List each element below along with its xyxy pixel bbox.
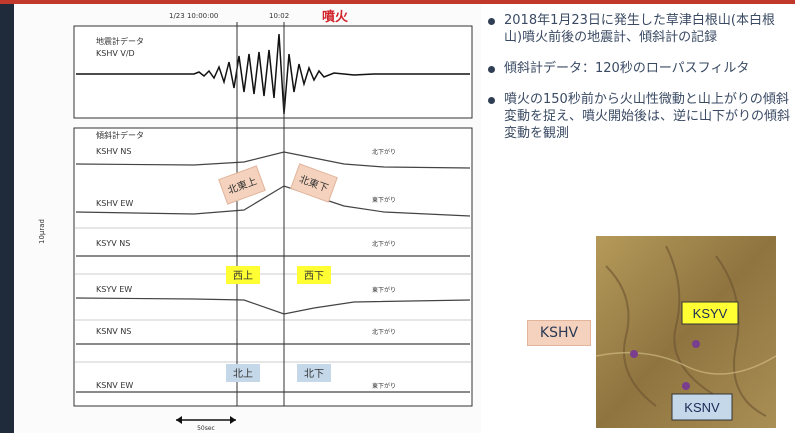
map-label-ksyv: KSYV — [693, 306, 728, 321]
seismo-title: 地震計データ — [96, 36, 144, 46]
trace-label-3: KSYV NS — [96, 239, 130, 248]
tilt-panel — [73, 127, 473, 407]
terrain-map-svg: KSYV KSNV — [595, 236, 777, 428]
tag-box-w-down — [297, 266, 331, 284]
y-unit-label: 10μrad — [38, 219, 46, 244]
tag-w-up: 西上 — [233, 270, 253, 282]
bullet-icon — [488, 97, 495, 104]
tag-n-down: 北下 — [304, 368, 324, 380]
tilt-trace-1 — [75, 151, 471, 169]
station-marker-ksnv — [682, 382, 690, 390]
trace-label-6: KSNV EW — [96, 381, 133, 390]
trace-label-2: KSHV EW — [96, 199, 133, 208]
seismic-tilt-figure: 1/23 10:00:00 10:02 噴火 地震計データ KSHV V/D 傾… — [14, 4, 481, 433]
trace-label-5: KSNV NS — [96, 327, 131, 336]
scale-arrow-left-icon — [176, 416, 182, 424]
map-label-box-ksyv — [681, 301, 739, 325]
left-band — [0, 4, 14, 433]
seismo-panel — [73, 25, 473, 119]
time-right-label: 10:02 — [269, 12, 289, 20]
trace-note-2: 東下がり — [372, 196, 396, 204]
trace-label-1: KSHV NS — [96, 147, 131, 156]
seismo-station: KSHV V/D — [96, 49, 135, 58]
station-marker-ksyv — [692, 340, 700, 348]
trace-note-1: 北下がり — [372, 148, 396, 156]
ridge-line — [605, 265, 657, 407]
tag-w-down: 西下 — [304, 271, 324, 282]
trace-note-5: 北下がり — [372, 328, 396, 336]
tag-box-w-up — [226, 266, 260, 284]
time-left-label: 1/23 10:00:00 — [169, 12, 218, 20]
seismo-trace — [76, 33, 470, 115]
figure-svg: 1/23 10:00:00 10:02 噴火 地震計データ KSHV V/D 傾… — [38, 9, 473, 432]
eruption-label: 噴火 — [322, 9, 349, 25]
tag-box-n-down — [297, 364, 331, 382]
tilt-title: 傾斜計データ — [96, 130, 144, 140]
map-label-ksnv: KSNV — [684, 400, 720, 415]
trace-note-3: 北下がり — [372, 240, 396, 248]
map-label-box-ksnv — [671, 393, 733, 421]
tag-box-ns-up — [218, 165, 266, 205]
header-rule — [0, 0, 795, 4]
bullet-text: 2018年1月23日に発生した草津白根山(本白根山)噴火前後の地震計、傾斜計の記… — [504, 13, 775, 45]
ridge-line — [665, 245, 717, 397]
ridge-line — [715, 255, 767, 417]
station-map: KSYV KSNV — [595, 236, 777, 428]
ridge-line — [595, 351, 777, 375]
map-label-kshv: KSHV — [527, 320, 591, 346]
scale-bar-label: 50sec — [197, 425, 215, 432]
bullet-text: 噴火の150秒前から火山性微動と山上がりの傾斜変動を捉え、噴火開始後は、逆に山下… — [504, 92, 791, 141]
bullet-item: 2018年1月23日に発生した草津白根山(本白根山)噴火前後の地震計、傾斜計の記… — [484, 12, 792, 46]
trace-note-4: 東下がり — [372, 286, 396, 294]
bullet-item: 傾斜計データ：120秒のローパスフィルタ — [484, 60, 792, 77]
trace-label-4: KSYV EW — [96, 285, 132, 294]
tag-box-ns-down — [290, 163, 338, 203]
trace-note-6: 東下がり — [372, 382, 396, 390]
bullet-list: 2018年1月23日に発生した草津白根山(本白根山)噴火前後の地震計、傾斜計の記… — [484, 12, 792, 156]
tag-n-up: 北上 — [233, 368, 253, 380]
bullet-text: 傾斜計データ：120秒のローパスフィルタ — [504, 61, 750, 76]
tag-box-n-up — [226, 364, 260, 382]
station-marker-kshv — [630, 350, 638, 358]
bullet-icon — [488, 18, 495, 25]
scale-arrow-right-icon — [230, 416, 236, 424]
bullet-item: 噴火の150秒前から火山性微動と山上がりの傾斜変動を捉え、噴火開始後は、逆に山下… — [484, 91, 792, 142]
bullet-icon — [488, 66, 495, 73]
